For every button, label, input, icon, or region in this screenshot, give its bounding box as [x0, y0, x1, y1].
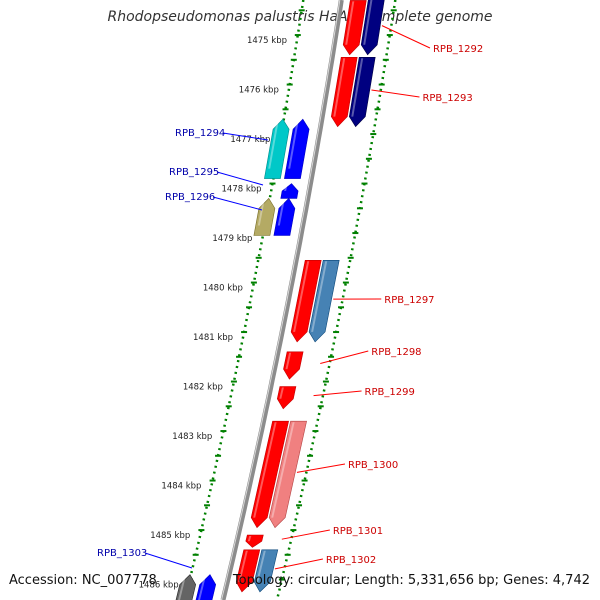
gene-forward-outer-4 [253, 549, 279, 593]
tick-label: 1477 kbp [230, 135, 270, 145]
label-rpb_1297: RPB_1297 [384, 295, 434, 306]
label-rpb_1302: RPB_1302 [326, 555, 376, 566]
gene-forward-rpb_1293-highlight [333, 58, 346, 117]
tick-label: 1482 kbp [183, 383, 223, 393]
backbone-highlight [221, 0, 341, 600]
gene-forward-outer-2 [308, 259, 340, 343]
backbone-line [220, 0, 344, 600]
gene-forward-rpb_1292-highlight [345, 1, 355, 45]
gene-forward-outer-3 [268, 420, 307, 529]
label-rpb_1299: RPB_1299 [365, 387, 415, 398]
gene-forward-rpb_1302 [235, 549, 261, 593]
leader-rpb_1298 [320, 350, 369, 364]
leader-rpb_1300 [296, 463, 346, 473]
gene-forward-rpb_1302-highlight [238, 550, 248, 582]
gene-forward-rpb_1293 [330, 56, 358, 128]
gene-forward-outer-0 [360, 0, 385, 56]
gene-reverse-outer-1 [253, 197, 276, 236]
gene-reverse-rpb_1296 [273, 197, 296, 236]
gene-forward-rpb_1292 [342, 0, 367, 56]
gene-forward-rpb_1297 [290, 259, 322, 343]
label-rpb_1303: RPB_1303 [97, 548, 147, 559]
tick-label: 1486 kbp [139, 581, 179, 591]
gene-reverse-rpb_1296-highlight [277, 199, 285, 226]
leader-rpb_1292 [381, 25, 431, 49]
gene-reverse-rpb_1295-highlight [284, 184, 288, 191]
gene-forward-outer-4-highlight [256, 550, 266, 582]
label-rpb_1294: RPB_1294 [175, 128, 225, 139]
label-rpb_1293: RPB_1293 [422, 93, 472, 104]
tick-label: 1476 kbp [239, 86, 279, 96]
leader-rpb_1293 [371, 89, 420, 98]
gene-forward-rpb_1301-highlight [247, 536, 252, 542]
leader-rpb_1294 [222, 132, 269, 141]
gene-forward-rpb_1299 [276, 386, 297, 410]
tick-label: 1475 kbp [247, 36, 287, 46]
gene-forward-outer-2-highlight [311, 261, 328, 332]
gene-forward-rpb_1300-highlight [253, 422, 277, 518]
gene-forward-rpb_1297-highlight [293, 261, 310, 332]
gene-reverse-outer-0 [264, 118, 290, 179]
leader-rpb_1303 [144, 552, 193, 569]
tick-label: 1478 kbp [222, 185, 262, 195]
gene-forward-rpb_1301 [245, 534, 264, 548]
gene-reverse-outer-1-highlight [257, 199, 265, 226]
gene-reverse-rpb_1294-highlight [288, 120, 299, 169]
leader-rpb_1295 [216, 171, 264, 186]
leader-rpb_1296 [212, 196, 263, 211]
gene-forward-outer-3-highlight [271, 422, 295, 518]
leader-rpb_1299 [313, 390, 362, 397]
label-rpb_1295: RPB_1295 [169, 167, 219, 178]
leader-rpb_1301 [281, 529, 330, 540]
gene-reverse-rpb_1295 [280, 183, 299, 199]
label-rpb_1298: RPB_1298 [371, 347, 421, 358]
tick-label: 1483 kbp [172, 432, 212, 442]
gene-reverse-outer-2-highlight [178, 575, 186, 600]
tick-label: 1480 kbp [203, 284, 243, 294]
gene-forward-rpb_1300 [250, 420, 289, 529]
tick-label: 1485 kbp [150, 531, 190, 541]
tick-label: 1479 kbp [212, 234, 252, 244]
tick-label: 1481 kbp [193, 333, 233, 343]
genome-title: Rhodopseudomonas palustris HaA2, complet… [107, 9, 493, 25]
label-rpb_1301: RPB_1301 [333, 526, 383, 537]
accession-label: Accession: NC_007778 [9, 573, 157, 588]
label-rpb_1296: RPB_1296 [165, 192, 215, 203]
label-rpb_1300: RPB_1300 [348, 460, 398, 471]
gene-reverse-rpb_1294 [284, 118, 310, 179]
gene-forward-outer-0-highlight [363, 0, 373, 45]
gene-reverse-outer-2 [175, 574, 197, 600]
gene-forward-rpb_1298-highlight [285, 352, 292, 370]
gene-reverse-rpb_1303-highlight [198, 575, 206, 600]
gene-forward-rpb_1299-highlight [279, 387, 284, 399]
gene-forward-rpb_1298 [283, 351, 304, 380]
tick-label: 1484 kbp [161, 482, 201, 492]
leader-rpb_1302 [274, 558, 324, 570]
gene-reverse-outer-0-highlight [268, 120, 279, 169]
gene-forward-outer-1-highlight [351, 58, 364, 117]
gene-reverse-rpb_1303 [195, 574, 217, 600]
gene-forward-outer-1 [348, 56, 376, 128]
topology-label: Topology: circular; Length: 5,331,656 bp… [232, 573, 590, 588]
label-rpb_1292: RPB_1292 [433, 44, 483, 55]
